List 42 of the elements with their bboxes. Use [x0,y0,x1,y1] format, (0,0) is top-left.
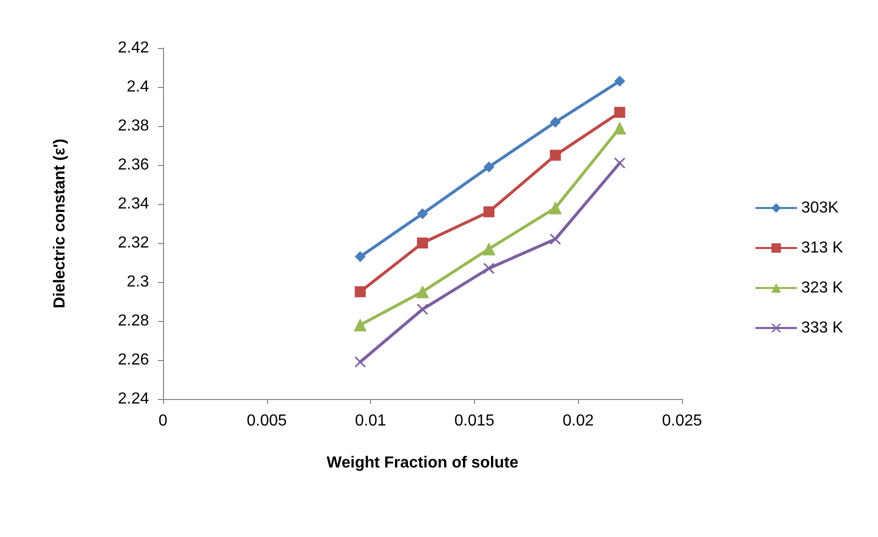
point [417,238,428,248]
point [614,76,626,87]
y-tick-label: 2.36 [118,156,150,174]
point [550,150,561,161]
y-tick-label: 2.3 [126,274,150,290]
point [483,161,494,172]
point [417,208,428,220]
y-tick-label: 2.24 [118,390,150,408]
legend-label: 303K [801,200,839,216]
point [416,285,429,298]
point [548,201,562,214]
y-tick-label: 2.28 [118,312,150,330]
x-tick-label: 0.015 [454,412,495,430]
y-tick-label: 2.34 [118,196,150,212]
x-tick-label: 0.02 [562,412,594,430]
point [614,106,626,118]
y-tick-label: 2.26 [118,352,150,368]
point [550,116,561,128]
legend-label: 313 K [801,240,844,256]
point [417,304,428,315]
y-tick-label: 2.4 [126,78,150,96]
point [354,356,366,368]
point [354,251,366,262]
legend-label: 333 K [801,320,844,336]
x-tick-label: 0.01 [355,412,386,430]
y-tick-label: 2.38 [118,118,150,134]
point [483,206,494,218]
x-tick-label: 0 [158,412,168,430]
y-tick-label: 2.42 [118,40,150,56]
legend-label: 323 K [801,280,844,296]
point [613,121,626,134]
x-axis-title: Weight Fraction of solute [326,454,518,472]
point [354,286,366,298]
point [354,318,367,332]
y-tick-label: 2.32 [118,234,150,252]
point [482,242,496,256]
point [550,234,561,245]
y-axis-title: Dielectric constant (ε') [52,138,68,308]
x-tick-label: 0.025 [662,412,702,430]
point [614,158,626,169]
point [483,262,494,274]
x-tick-label: 0.005 [246,412,287,430]
